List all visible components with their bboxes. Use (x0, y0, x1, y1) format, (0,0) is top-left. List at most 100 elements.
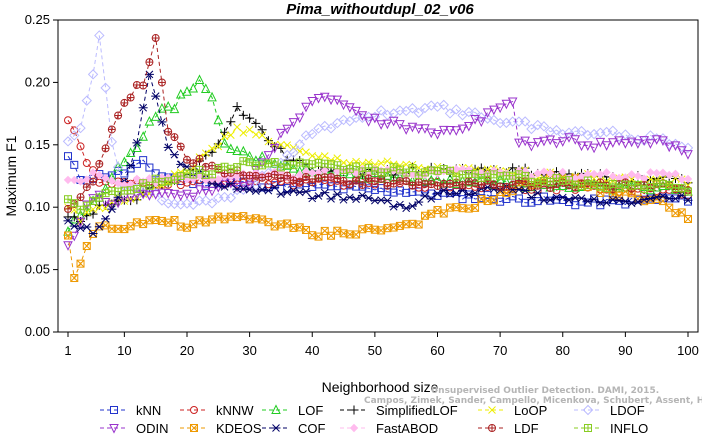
watermark-line-2: Campos, Zimek, Sander, Campello, Micenko… (364, 396, 702, 406)
legend-item: LDOF (574, 403, 645, 418)
data-point (671, 169, 680, 179)
legend-marker (109, 424, 119, 434)
data-point (112, 161, 124, 173)
y-tick-label: 0.25 (25, 12, 50, 27)
legend-item: LDF (478, 421, 539, 434)
legend-label: LoOP (514, 403, 547, 418)
data-point (602, 168, 611, 177)
data-point (664, 142, 675, 153)
data-point (76, 177, 85, 186)
data-point (326, 195, 336, 203)
data-point (639, 136, 649, 146)
data-point (658, 168, 668, 177)
data-point (82, 183, 91, 192)
data-point (345, 180, 354, 189)
data-point (213, 114, 224, 125)
data-point (157, 216, 166, 225)
legend-label: FastABOD (376, 421, 438, 434)
data-point (683, 150, 693, 160)
data-point (207, 147, 217, 157)
legend-item: COF (262, 421, 326, 434)
data-point (502, 194, 511, 203)
data-point (288, 186, 298, 195)
data-point (145, 181, 154, 190)
data-point (376, 196, 386, 204)
data-point (270, 222, 279, 231)
data-point (81, 95, 92, 106)
data-point (169, 150, 179, 159)
data-point (132, 142, 142, 153)
data-point (388, 116, 399, 127)
data-point (471, 169, 480, 178)
legend-item: KDEOS (180, 421, 262, 434)
data-point (414, 220, 423, 229)
data-point (501, 99, 512, 110)
data-point (125, 147, 136, 157)
x-tick-label: 90 (618, 343, 632, 358)
legend-marker (271, 424, 281, 432)
x-tick-label: 70 (493, 343, 507, 358)
data-point (182, 155, 191, 164)
data-point (395, 120, 405, 130)
data-point (301, 159, 310, 168)
data-point (382, 119, 393, 130)
data-point (157, 188, 167, 199)
data-point (226, 179, 236, 188)
data-point (477, 180, 486, 189)
data-point (438, 99, 449, 111)
data-point (150, 190, 161, 200)
data-point (88, 209, 98, 219)
data-point (370, 185, 379, 194)
data-point (63, 175, 73, 185)
data-point (601, 126, 612, 138)
data-point (157, 78, 166, 87)
data-point (533, 189, 543, 197)
data-point (182, 189, 192, 200)
watermark-line-1: Unsupervised Outlier Detection. DAMI, 20… (431, 386, 659, 396)
data-point (239, 129, 248, 137)
data-point (233, 163, 242, 172)
data-point (169, 189, 180, 200)
data-point (333, 161, 342, 170)
data-point (627, 170, 636, 179)
data-point (551, 139, 562, 149)
x-tick-label: 20 (180, 343, 194, 358)
data-point (588, 128, 600, 140)
data-point (88, 229, 98, 238)
y-axis-label: Maximum F1 (3, 135, 19, 216)
data-point (570, 193, 580, 202)
data-point (457, 124, 468, 135)
data-point (107, 205, 117, 214)
legend-item: kNNW (180, 403, 254, 418)
data-point (645, 184, 656, 195)
data-point (596, 170, 605, 179)
data-point (539, 177, 548, 186)
data-point (464, 190, 474, 199)
data-point (238, 185, 248, 193)
data-point (113, 198, 123, 209)
data-point (551, 124, 562, 136)
data-point (363, 117, 374, 127)
data-point (62, 136, 74, 147)
data-point (207, 91, 217, 102)
data-point (389, 188, 398, 197)
data-point (200, 186, 211, 197)
data-point (226, 117, 236, 127)
data-point (219, 137, 230, 148)
series-ldf (64, 34, 692, 213)
legend-label: KDEOS (216, 421, 262, 434)
data-point (138, 189, 148, 200)
data-point (89, 177, 98, 186)
data-point (175, 191, 186, 202)
data-point (214, 142, 223, 151)
x-tick-label: 40 (305, 343, 319, 358)
data-point (507, 97, 518, 108)
data-point (683, 174, 693, 184)
data-point (402, 168, 411, 177)
data-point (576, 125, 587, 137)
data-point (257, 151, 267, 161)
data-point (582, 129, 594, 141)
data-point (226, 143, 236, 153)
data-point (208, 170, 217, 179)
